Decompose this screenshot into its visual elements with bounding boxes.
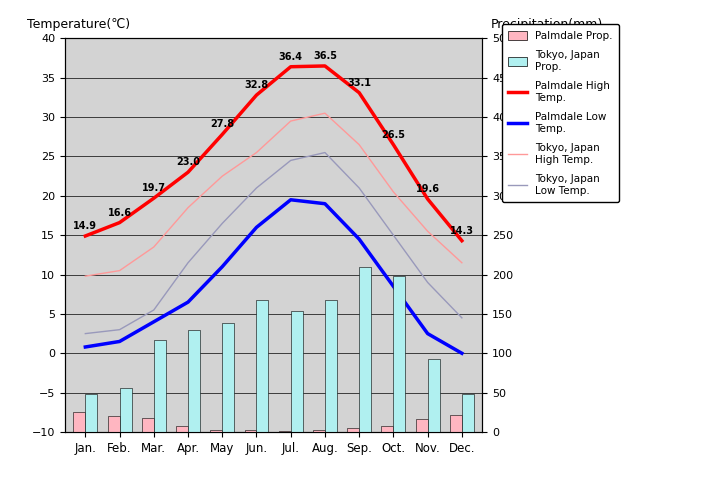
- Text: 36.5: 36.5: [313, 51, 337, 61]
- Bar: [382, 426, 393, 432]
- Bar: [256, 300, 269, 432]
- Bar: [188, 330, 200, 432]
- Text: 27.8: 27.8: [210, 120, 234, 130]
- Text: 36.4: 36.4: [279, 52, 302, 62]
- Text: 16.6: 16.6: [107, 208, 132, 217]
- Text: 32.8: 32.8: [244, 80, 269, 90]
- Bar: [279, 431, 291, 432]
- Text: 14.3: 14.3: [450, 226, 474, 236]
- Text: 19.6: 19.6: [415, 184, 440, 194]
- Text: 26.5: 26.5: [382, 130, 405, 140]
- Bar: [86, 394, 97, 432]
- Bar: [450, 415, 462, 432]
- Bar: [347, 428, 359, 432]
- Bar: [462, 394, 474, 432]
- Bar: [325, 300, 337, 432]
- Text: Precipitation(mm): Precipitation(mm): [491, 18, 603, 31]
- Bar: [154, 340, 166, 432]
- Bar: [359, 267, 371, 432]
- Bar: [291, 311, 302, 432]
- Bar: [107, 416, 120, 432]
- Bar: [313, 431, 325, 432]
- Bar: [142, 418, 154, 432]
- Text: 14.9: 14.9: [73, 221, 97, 231]
- Legend: Palmdale Prop., Tokyo, Japan
Prop., Palmdale High
Temp., Palmdale Low
Temp., Tok: Palmdale Prop., Tokyo, Japan Prop., Palm…: [502, 24, 619, 202]
- Bar: [120, 388, 132, 432]
- Text: Temperature(℃): Temperature(℃): [27, 18, 130, 31]
- Text: 19.7: 19.7: [142, 183, 166, 193]
- Bar: [393, 276, 405, 432]
- Bar: [415, 420, 428, 432]
- Bar: [210, 431, 222, 432]
- Bar: [176, 426, 188, 432]
- Bar: [428, 359, 440, 432]
- Bar: [73, 412, 86, 432]
- Bar: [245, 431, 256, 432]
- Text: 33.1: 33.1: [347, 78, 372, 88]
- Text: 23.0: 23.0: [176, 157, 200, 167]
- Bar: [222, 324, 234, 432]
